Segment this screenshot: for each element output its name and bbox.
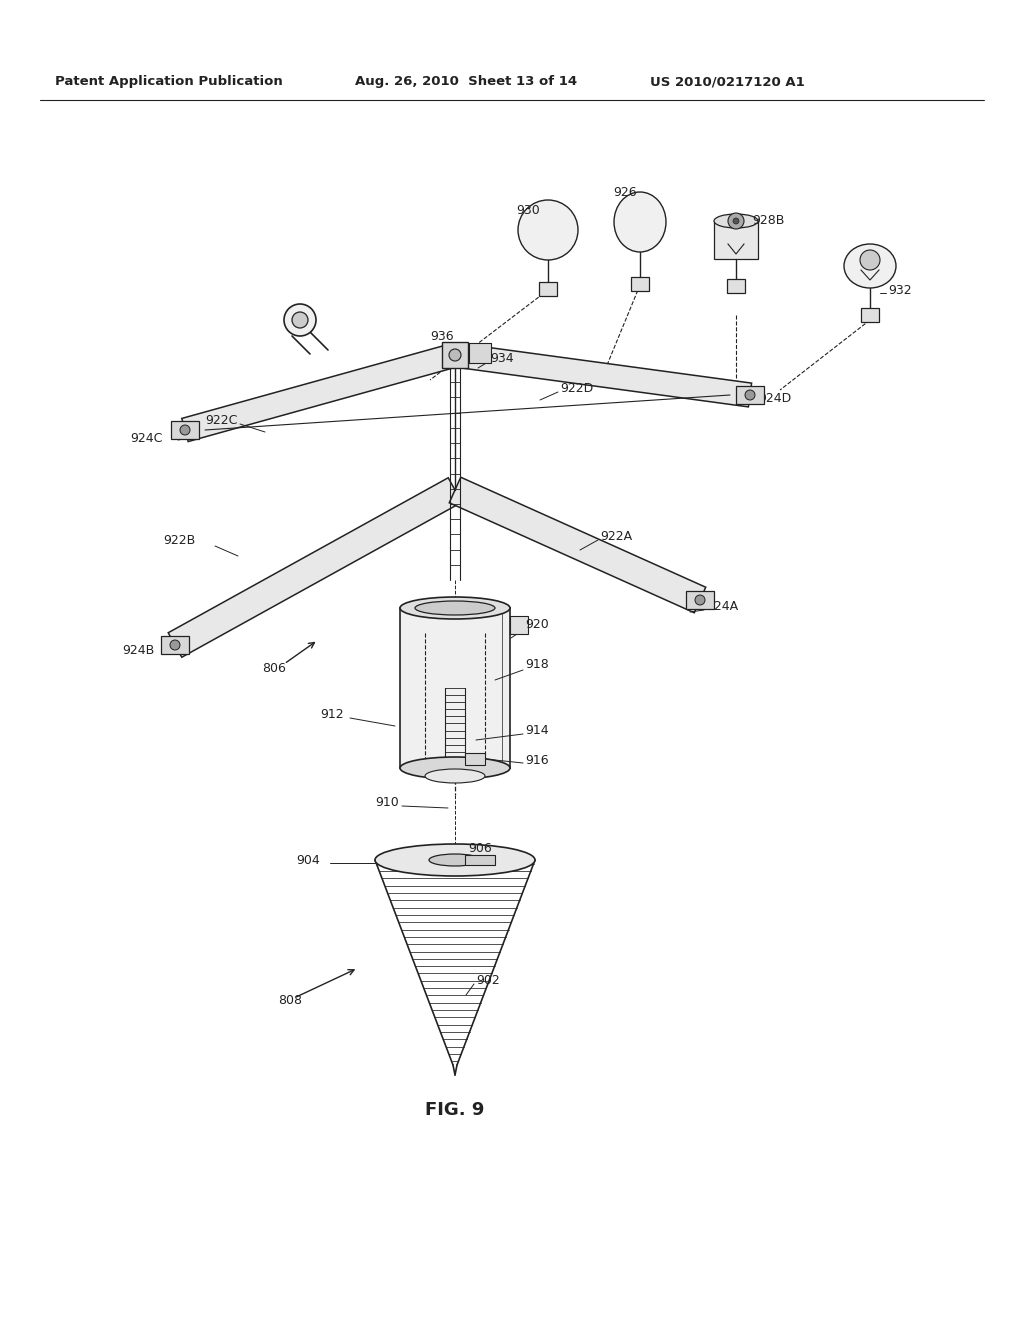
Circle shape (733, 218, 739, 224)
Text: US 2010/0217120 A1: US 2010/0217120 A1 (650, 75, 805, 88)
Polygon shape (454, 343, 752, 407)
Ellipse shape (714, 214, 758, 228)
FancyBboxPatch shape (686, 591, 714, 609)
Circle shape (695, 595, 705, 605)
Text: 930: 930 (516, 203, 540, 216)
FancyBboxPatch shape (861, 308, 879, 322)
Text: Patent Application Publication: Patent Application Publication (55, 75, 283, 88)
Text: 906: 906 (468, 842, 492, 854)
Text: Aug. 26, 2010  Sheet 13 of 14: Aug. 26, 2010 Sheet 13 of 14 (355, 75, 578, 88)
Polygon shape (450, 478, 706, 612)
Text: 924D: 924D (758, 392, 792, 404)
Text: 924A: 924A (706, 599, 738, 612)
Text: 924B: 924B (122, 644, 155, 656)
Text: 910: 910 (375, 796, 398, 809)
Text: FIG. 9: FIG. 9 (425, 1101, 484, 1119)
Polygon shape (168, 478, 462, 657)
Text: 932: 932 (888, 284, 911, 297)
Circle shape (170, 640, 180, 649)
Ellipse shape (429, 854, 481, 866)
FancyBboxPatch shape (465, 752, 485, 766)
FancyBboxPatch shape (727, 279, 745, 293)
Text: 926: 926 (613, 186, 637, 198)
Circle shape (449, 348, 461, 360)
FancyBboxPatch shape (171, 421, 199, 440)
Ellipse shape (415, 601, 495, 615)
Circle shape (745, 389, 755, 400)
FancyBboxPatch shape (539, 282, 557, 296)
Text: 920: 920 (525, 619, 549, 631)
Text: 904: 904 (296, 854, 319, 866)
FancyBboxPatch shape (736, 385, 764, 404)
Text: 902: 902 (476, 974, 500, 986)
Text: 922A: 922A (600, 529, 632, 543)
FancyBboxPatch shape (714, 220, 758, 259)
Ellipse shape (425, 770, 485, 783)
Text: 922D: 922D (560, 381, 593, 395)
Text: 934: 934 (490, 351, 514, 364)
Text: 924C: 924C (130, 432, 163, 445)
FancyBboxPatch shape (469, 343, 490, 363)
FancyBboxPatch shape (510, 616, 528, 634)
Text: 918: 918 (525, 659, 549, 672)
Circle shape (860, 249, 880, 271)
Ellipse shape (375, 843, 535, 876)
Text: 914: 914 (525, 723, 549, 737)
Text: 916: 916 (525, 754, 549, 767)
FancyBboxPatch shape (442, 342, 468, 368)
Ellipse shape (614, 191, 666, 252)
Text: 806: 806 (262, 661, 286, 675)
Circle shape (284, 304, 316, 337)
Text: 936: 936 (430, 330, 454, 343)
Text: 912: 912 (319, 709, 344, 722)
FancyBboxPatch shape (161, 636, 189, 653)
Circle shape (728, 213, 744, 228)
Text: 928B: 928B (752, 214, 784, 227)
Circle shape (292, 312, 308, 327)
FancyBboxPatch shape (465, 855, 495, 865)
Polygon shape (182, 343, 458, 442)
Ellipse shape (844, 244, 896, 288)
Text: 922B: 922B (163, 533, 196, 546)
Ellipse shape (400, 756, 510, 779)
Circle shape (180, 425, 190, 436)
FancyBboxPatch shape (400, 609, 510, 768)
Text: 922C: 922C (205, 413, 238, 426)
Circle shape (518, 201, 578, 260)
Text: 808: 808 (278, 994, 302, 1006)
Ellipse shape (400, 597, 510, 619)
FancyBboxPatch shape (631, 277, 649, 290)
